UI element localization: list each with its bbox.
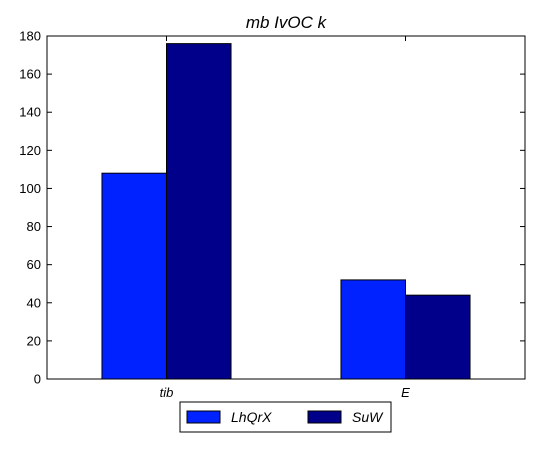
legend-swatch-LhQrX <box>186 410 221 424</box>
axes: tib E 0 20 40 60 80 100 120 140 160 180 <box>19 29 526 400</box>
y-tick-label: 0 <box>34 372 41 387</box>
legend-label-LhQrX: LhQrX <box>231 409 272 425</box>
y-tick-label: 160 <box>19 67 41 82</box>
bar-SuW-tib <box>166 43 232 380</box>
x-tick-label: E <box>401 385 410 400</box>
legend: LhQrX SuW <box>179 401 392 433</box>
legend-label-SuW: SuW <box>352 409 384 425</box>
x-tick-label: tib <box>160 385 174 400</box>
plot-area <box>101 43 471 380</box>
legend-swatch-SuW <box>307 410 342 424</box>
bar-LhQrX-tib <box>101 172 167 380</box>
y-tick-label: 40 <box>27 295 41 310</box>
plot-frame <box>46 35 526 380</box>
bar-SuW-E <box>405 294 471 380</box>
y-tick-label: 120 <box>19 143 41 158</box>
y-tick-label: 100 <box>19 181 41 196</box>
y-tick-label: 80 <box>27 219 41 234</box>
y-tick-label: 180 <box>19 29 41 44</box>
y-tick-label: 60 <box>27 257 41 272</box>
bar-LhQrX-E <box>340 279 406 380</box>
y-tick-label: 140 <box>19 105 41 120</box>
chart-title: mb IvOC k <box>246 13 328 32</box>
y-tick-label: 20 <box>27 333 41 348</box>
